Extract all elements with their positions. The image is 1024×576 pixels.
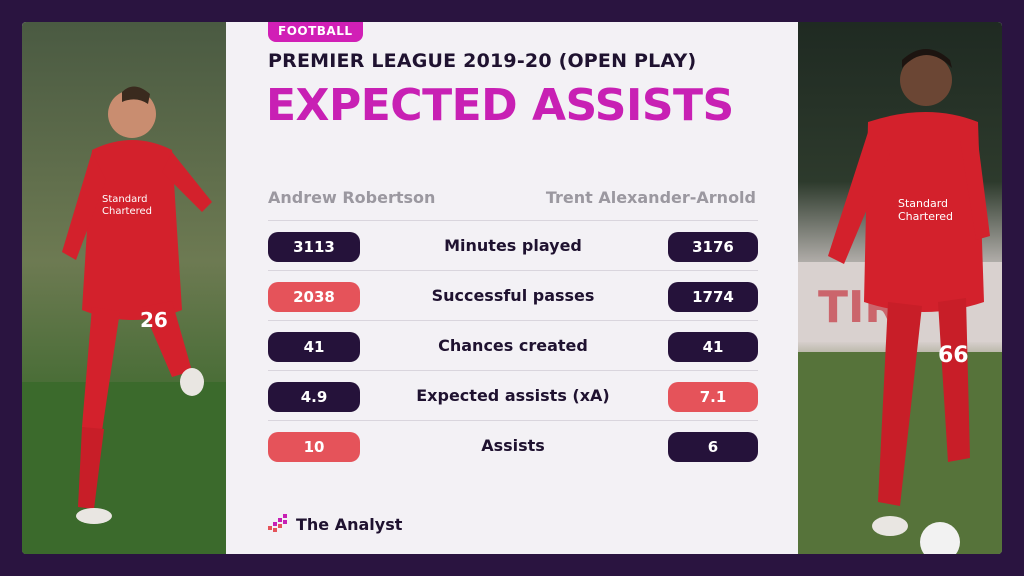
left-value-pill: 3113 [268,232,360,262]
svg-text:66: 66 [938,343,969,368]
right-value-pill: 41 [668,332,758,362]
right-value-pill: 3176 [668,232,758,262]
metric-label: Successful passes [431,286,595,305]
stat-row: 4.9 Expected assists (xA) 7.1 [268,370,758,420]
page-title: EXPECTED ASSISTS [266,80,734,131]
analyst-logo-icon [268,514,287,532]
svg-text:Standard: Standard [102,194,148,205]
player-photo-right: TIR Standard Chartered 66 [798,22,1002,554]
stat-row: 41 Chances created 41 [268,320,758,370]
left-value-pill: 10 [268,432,360,462]
brand-logo: The Analyst [268,514,402,534]
alexander-arnold-photo-illustration: TIR Standard Chartered 66 [798,49,1002,554]
metric-label: Assists [481,436,545,455]
svg-text:Standard: Standard [898,197,948,210]
stat-row: 2038 Successful passes 1774 [268,270,758,320]
metric-label: Expected assists (xA) [416,386,610,405]
stats-table: 3113 Minutes played 3176 2038 Successful… [268,220,758,470]
right-value-pill: 7.1 [668,382,758,412]
page-subtitle: PREMIER LEAGUE 2019-20 (OPEN PLAY) [268,50,697,72]
right-value-pill: 6 [668,432,758,462]
player-name-left: Andrew Robertson [268,188,436,207]
stat-row: 3113 Minutes played 3176 [268,220,758,270]
robertson-photo-illustration: Standard Chartered 26 [22,86,226,554]
left-value-pill: 2038 [268,282,360,312]
player-name-right: Trent Alexander-Arnold [545,188,756,207]
svg-text:Chartered: Chartered [898,210,953,223]
svg-text:Chartered: Chartered [102,206,152,217]
infographic-card: Standard Chartered 26 TIR Standard Chart… [22,22,1002,554]
right-value-pill: 1774 [668,282,758,312]
metric-label: Minutes played [444,236,582,255]
metric-label: Chances created [438,336,588,355]
category-badge: FOOTBALL [268,22,363,42]
player-photo-left: Standard Chartered 26 [22,22,226,554]
left-value-pill: 41 [268,332,360,362]
svg-text:26: 26 [140,308,168,332]
left-value-pill: 4.9 [268,382,360,412]
brand-logo-text: The Analyst [296,514,403,534]
stat-row: 10 Assists 6 [268,420,758,470]
